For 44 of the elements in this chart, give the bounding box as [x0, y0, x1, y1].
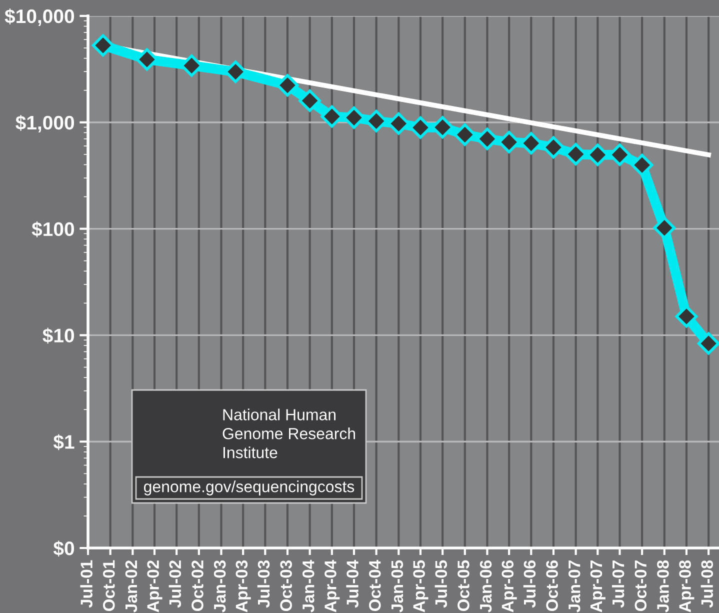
x-tick-label: Oct-07	[634, 560, 647, 612]
y-tick-label: $0	[53, 540, 74, 557]
x-tick-label: Jul-06	[523, 560, 536, 608]
x-tick-label: Oct-06	[546, 560, 558, 612]
x-tick-label: Oct-01	[103, 560, 115, 612]
point	[675, 305, 698, 328]
x-tick-label: Jan-07	[568, 560, 580, 612]
point	[630, 154, 654, 176]
x-tick-label: Jan-04	[302, 560, 314, 612]
x-tick-label: Oct-03	[280, 560, 292, 612]
x-tick-label: Apr-04	[324, 560, 340, 612]
x-tick-label: Apr-08	[679, 560, 694, 612]
x-tick-label: Jul-02	[168, 560, 182, 608]
x-tick-label: Jul-08	[700, 560, 714, 608]
point	[276, 74, 299, 96]
x-tick-label: Jul-05	[434, 560, 448, 608]
y-tick-label: $10,000	[4, 8, 74, 26]
x-tick-label: Jan-06	[480, 560, 492, 612]
annotation: genome.gov/sequencingcosts	[144, 480, 354, 496]
x-tick-label: Apr-05	[413, 560, 428, 612]
point	[92, 34, 114, 57]
x-tick-label: Oct-05	[458, 560, 470, 612]
x-tick-label: Apr-07	[590, 560, 606, 612]
point	[653, 216, 676, 240]
y-tick-label: $100	[32, 221, 74, 238]
x-tick-label: Apr-03	[236, 560, 251, 612]
x-tick-label: Jan-05	[391, 560, 404, 612]
x-tick-label: Jul-03	[257, 560, 270, 608]
x-tick-label: Jul-07	[612, 560, 624, 608]
x-tick-label: Jul-01	[80, 560, 92, 608]
point	[298, 89, 322, 112]
x-tick-label: Jan-03	[214, 560, 226, 612]
annotation: National Human Genome Research Institute	[222, 408, 356, 458]
y-tick-label: $1	[53, 434, 74, 450]
x-tick-label: Apr-02	[147, 560, 162, 612]
x-tick-label: Apr-06	[502, 560, 517, 612]
point	[697, 332, 719, 355]
x-tick-label: Jul-04	[346, 560, 358, 608]
y-tick-label: $10	[42, 328, 74, 344]
y-tick-label: $1,000	[16, 114, 74, 132]
x-tick-label: Jan-02	[125, 560, 138, 612]
x-tick-label: Oct-02	[192, 560, 204, 612]
x-tick-label: Oct-04	[368, 560, 381, 612]
x-tick-label: Jan-08	[657, 560, 669, 612]
